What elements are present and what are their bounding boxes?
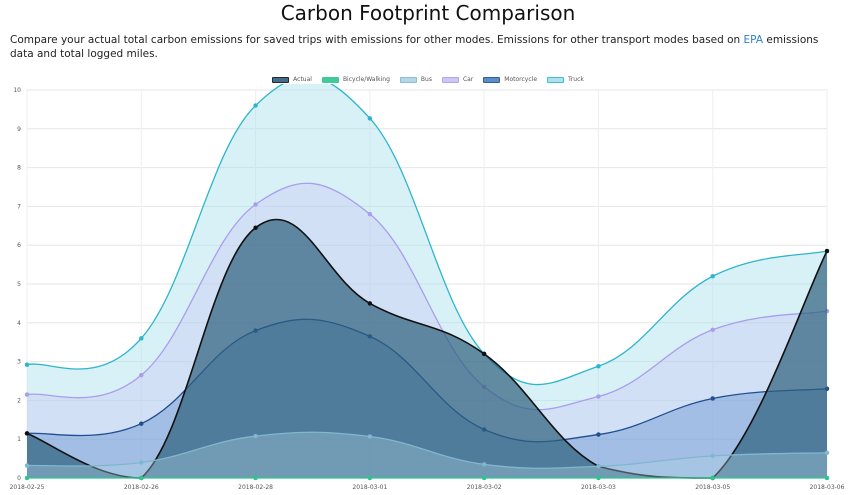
legend-item-bus[interactable]: Bus <box>399 76 432 83</box>
point-bicycle-walking <box>139 475 144 481</box>
point-bicycle-walking <box>481 475 487 481</box>
y-tick-label: 4 <box>17 320 21 327</box>
point-car <box>367 211 373 217</box>
point-bus <box>139 460 144 465</box>
legend-item-bicycle-walking[interactable]: Bicycle/Walking <box>321 76 390 83</box>
y-tick-label: 10 <box>13 87 21 94</box>
legend-label: Actual <box>293 76 312 83</box>
y-tick-label: 0 <box>17 475 21 482</box>
point-truck <box>139 336 144 341</box>
page-title: Carbon Footprint Comparison <box>280 1 576 25</box>
point-truck <box>367 116 373 121</box>
legend-label: Bicycle/Walking <box>342 76 390 83</box>
point-actual <box>253 225 258 230</box>
x-tick-label: 2018-03-06 <box>810 484 845 491</box>
point-actual <box>24 431 30 436</box>
point-actual <box>481 351 487 357</box>
point-motorcycle <box>596 432 601 437</box>
legend-label: Bus <box>420 76 432 83</box>
legend-label: Motorcycle <box>504 76 538 83</box>
x-tick-label: 2018-03-01 <box>352 484 387 491</box>
point-motorcycle <box>710 396 715 401</box>
line-truck <box>26 84 828 386</box>
y-tick-label: 3 <box>17 359 21 366</box>
point-car <box>596 394 601 399</box>
legend-swatch <box>321 76 339 83</box>
legend-swatch <box>441 76 459 83</box>
point-bicycle-walking <box>824 475 830 481</box>
area-actual <box>27 219 827 478</box>
point-car <box>139 372 144 378</box>
point-bus <box>24 463 30 468</box>
point-car <box>253 202 258 207</box>
point-bus <box>824 450 830 456</box>
legend-label: Truck <box>568 76 584 83</box>
legend-label: Car <box>462 76 474 83</box>
point-bus <box>481 462 487 467</box>
point-bicycle-walking <box>710 475 715 481</box>
legend-item-truck[interactable]: Truck <box>547 76 584 83</box>
point-bicycle-walking <box>253 475 258 481</box>
area-bus <box>27 432 827 478</box>
chart-legend: Actual Bicycle/Walking Bus Car Motorcycle Tru… <box>0 76 856 83</box>
legend-item-actual[interactable]: Actual <box>272 76 312 83</box>
point-car <box>710 327 715 333</box>
line-bus <box>26 431 828 469</box>
legend-swatch <box>483 76 501 83</box>
x-tick-label: 2018-02-26 <box>124 484 159 491</box>
point-bus <box>253 433 258 439</box>
point-bus <box>710 453 715 459</box>
legend-swatch <box>272 76 290 83</box>
y-tick-label: 9 <box>17 126 21 133</box>
point-motorcycle <box>139 421 144 426</box>
description-text-end: emissions data and total logged miles. <box>10 34 819 60</box>
point-bicycle-walking <box>367 475 373 481</box>
carbon-footprint-chart: 0 1 2 3 4 5 6 7 8 9 10 2018-02-25 2018-02-26 2018-02-… <box>10 84 845 491</box>
line-car <box>26 182 828 411</box>
point-bicycle-walking <box>596 475 601 481</box>
y-tick-label: 1 <box>17 436 21 443</box>
x-tick-label: 2018-02-28 <box>238 484 273 491</box>
y-tick-label: 2 <box>17 397 21 404</box>
description-text: Compare your actual total carbon emissio… <box>10 34 744 46</box>
point-bicycle-walking <box>24 475 30 481</box>
point-truck <box>24 362 30 367</box>
point-car <box>24 392 30 397</box>
y-tick-label: 6 <box>17 242 21 249</box>
point-actual <box>824 248 830 254</box>
point-bus <box>367 434 373 439</box>
x-tick-label: 2018-03-02 <box>467 484 502 491</box>
legend-swatch <box>547 76 565 83</box>
point-truck <box>710 273 715 279</box>
point-actual <box>367 301 373 306</box>
y-tick-label: 8 <box>17 165 21 172</box>
x-tick-label: 2018-03-05 <box>695 484 730 491</box>
y-tick-label: 5 <box>17 281 21 288</box>
epa-link[interactable]: EPA <box>743 34 764 46</box>
legend-item-car[interactable]: Car <box>441 76 474 83</box>
x-tick-label: 2018-02-25 <box>10 484 45 491</box>
y-tick-label: 7 <box>17 203 21 210</box>
page-description: Compare your actual total carbon emissio… <box>10 33 840 61</box>
point-truck <box>253 103 258 108</box>
x-tick-label: 2018-03-03 <box>581 484 616 491</box>
point-bus <box>596 464 601 469</box>
legend-item-motorcycle[interactable]: Motorcycle <box>483 76 537 83</box>
point-truck <box>596 364 601 369</box>
legend-swatch <box>399 76 417 83</box>
